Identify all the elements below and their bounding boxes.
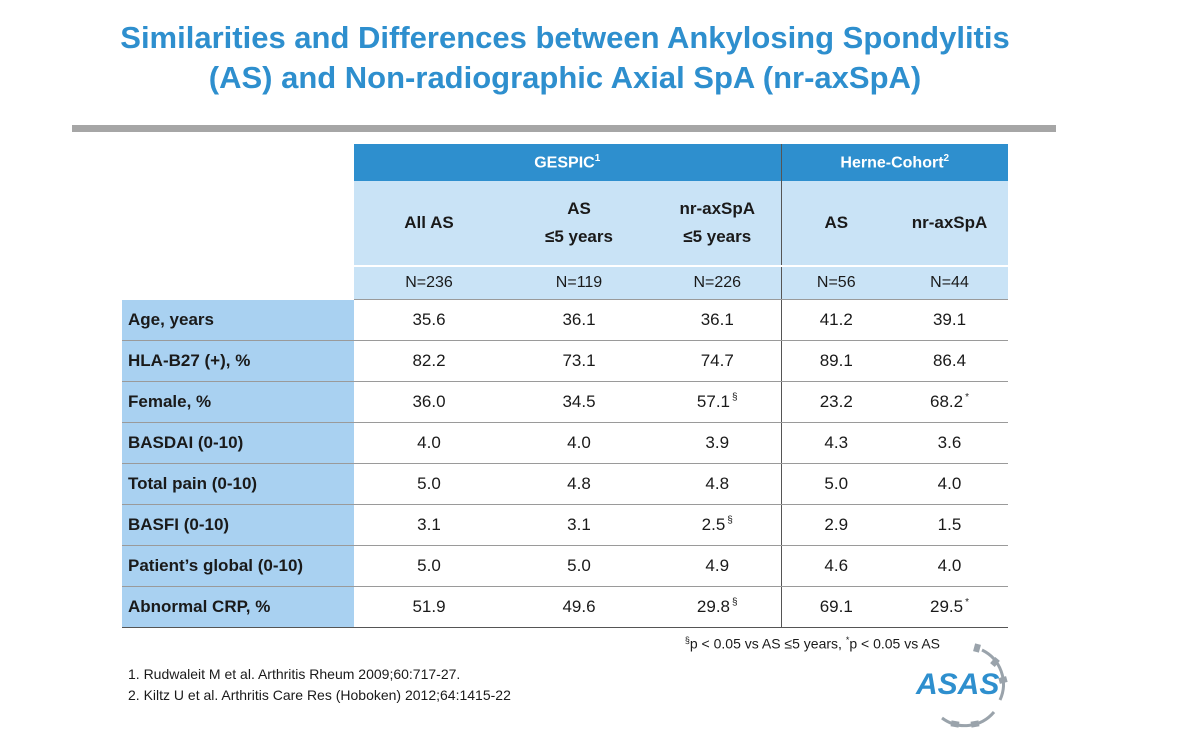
slide-title-line2: (AS) and Non-radiographic Axial SpA (nr-… bbox=[208, 60, 922, 95]
col-header-herne-as: AS bbox=[781, 181, 891, 266]
table-cell: 51.9 bbox=[354, 586, 504, 628]
table-row: Total pain (0-10) 5.0 4.8 4.8 5.0 4.0 bbox=[122, 463, 1008, 505]
table-cell: 3.6 bbox=[891, 422, 1008, 464]
table-cell: 4.0 bbox=[891, 463, 1008, 505]
table-row: BASDAI (0-10) 4.0 4.0 3.9 4.3 3.6 bbox=[122, 422, 1008, 464]
significance-mark: § bbox=[732, 392, 738, 404]
table-cell: 5.0 bbox=[354, 463, 504, 505]
title-divider bbox=[72, 125, 1056, 132]
table-cell: 4.8 bbox=[504, 463, 654, 505]
table-cell: 49.6 bbox=[504, 586, 654, 628]
table-cell: 4.0 bbox=[354, 422, 504, 464]
row-label: Age, years bbox=[122, 299, 354, 341]
group-gespic: GESPIC1 bbox=[354, 144, 782, 181]
significance-mark: § bbox=[727, 515, 733, 527]
table-row: Patient’s global (0-10) 5.0 5.0 4.9 4.6 4.0 bbox=[122, 545, 1008, 587]
references: 1. Rudwaleit M et al. Arthritis Rheum 20… bbox=[128, 664, 511, 706]
table-cell: 29.8 § bbox=[654, 586, 782, 628]
row-label: BASDAI (0-10) bbox=[122, 422, 354, 464]
table-cell: 2.5 § bbox=[654, 504, 782, 546]
col-header-all-as: All AS bbox=[354, 181, 504, 266]
table-row: Female, % 36.0 34.5 57.1 § 23.2 68.2 * bbox=[122, 381, 1008, 423]
col-header-as-5y: AS ≤5 years bbox=[504, 181, 654, 266]
svg-text:ASAS: ASAS bbox=[915, 668, 999, 701]
significance-mark: § bbox=[732, 597, 738, 609]
table-row: HLA-B27 (+), % 82.2 73.1 74.7 89.1 86.4 bbox=[122, 340, 1008, 382]
n-as-5y: N=119 bbox=[504, 265, 654, 300]
col-header-nraxspa-5y: nr-axSpA ≤5 years bbox=[654, 181, 782, 266]
table-cell: 36.1 bbox=[654, 299, 782, 341]
group-herne-cohort: Herne-Cohort2 bbox=[781, 144, 1008, 181]
col-header-herne-nraxspa: nr-axSpA bbox=[891, 181, 1008, 266]
reference-2: 2. Kiltz U et al. Arthritis Care Res (Ho… bbox=[128, 687, 511, 703]
table-cell: 36.0 bbox=[354, 381, 504, 423]
table-cell: 73.1 bbox=[504, 340, 654, 382]
n-all-as: N=236 bbox=[354, 265, 504, 300]
table-row: BASFI (0-10) 3.1 3.1 2.5 § 2.9 1.5 bbox=[122, 504, 1008, 546]
table-cell: 2.9 bbox=[781, 504, 891, 546]
n-row: N=236 N=119 N=226 N=56 N=44 bbox=[122, 265, 1008, 300]
column-header-row: All AS AS ≤5 years nr-axSpA ≤5 years AS nr… bbox=[122, 181, 1008, 266]
reference-1: 1. Rudwaleit M et al. Arthritis Rheum 20… bbox=[128, 666, 461, 682]
table-cell: 4.9 bbox=[654, 545, 782, 587]
table-cell: 41.2 bbox=[781, 299, 891, 341]
row-label: Female, % bbox=[122, 381, 354, 423]
table-row: Age, years 35.6 36.1 36.1 41.2 39.1 bbox=[122, 299, 1008, 341]
table-cell: 4.8 bbox=[654, 463, 782, 505]
table-cell: 39.1 bbox=[891, 299, 1008, 341]
table-cell: 4.3 bbox=[781, 422, 891, 464]
table-cell: 23.2 bbox=[781, 381, 891, 423]
table-cell: 29.5 * bbox=[891, 586, 1008, 628]
table-cell: 3.9 bbox=[654, 422, 782, 464]
row-label: Patient’s global (0-10) bbox=[122, 545, 354, 587]
slide-title-line1: Similarities and Differences between Ank… bbox=[120, 20, 1010, 55]
comparison-table: GESPIC1 Herne-Cohort2 All AS AS ≤5 years … bbox=[122, 144, 1008, 628]
table-cell: 1.5 bbox=[891, 504, 1008, 546]
table-cell: 5.0 bbox=[781, 463, 891, 505]
table-cell: 68.2 * bbox=[891, 381, 1008, 423]
significance-footnote: §p < 0.05 vs AS ≤5 years, *p < 0.05 vs A… bbox=[684, 635, 940, 652]
table-cell: 5.0 bbox=[354, 545, 504, 587]
significance-mark: * bbox=[965, 392, 969, 404]
row-label: Total pain (0-10) bbox=[122, 463, 354, 505]
table-row: Abnormal CRP, % 51.9 49.6 29.8 § 69.1 29.5 * bbox=[122, 586, 1008, 628]
n-herne-as: N=56 bbox=[781, 265, 891, 300]
row-label: HLA-B27 (+), % bbox=[122, 340, 354, 382]
table-cell: 82.2 bbox=[354, 340, 504, 382]
table-cell: 34.5 bbox=[504, 381, 654, 423]
table-cell: 57.1 § bbox=[654, 381, 782, 423]
n-nraxspa-5y: N=226 bbox=[654, 265, 782, 300]
table-cell: 36.1 bbox=[504, 299, 654, 341]
significance-mark: * bbox=[965, 597, 969, 609]
group-header-row: GESPIC1 Herne-Cohort2 bbox=[122, 144, 1008, 300]
row-label: BASFI (0-10) bbox=[122, 504, 354, 546]
row-label: Abnormal CRP, % bbox=[122, 586, 354, 628]
table-cell: 89.1 bbox=[781, 340, 891, 382]
asas-logo-icon: ASAS bbox=[912, 640, 1012, 730]
table-cell: 5.0 bbox=[504, 545, 654, 587]
table-cell: 4.0 bbox=[891, 545, 1008, 587]
table-cell: 74.7 bbox=[654, 340, 782, 382]
table-cell: 86.4 bbox=[891, 340, 1008, 382]
table-cell: 35.6 bbox=[354, 299, 504, 341]
n-herne-nraxspa: N=44 bbox=[891, 265, 1008, 300]
table-cell: 3.1 bbox=[354, 504, 504, 546]
table-cell: 69.1 bbox=[781, 586, 891, 628]
table-corner bbox=[122, 144, 354, 300]
table-cell: 4.0 bbox=[504, 422, 654, 464]
table-cell: 4.6 bbox=[781, 545, 891, 587]
slide-title: Similarities and Differences between Ank… bbox=[0, 18, 1130, 98]
table-cell: 3.1 bbox=[504, 504, 654, 546]
